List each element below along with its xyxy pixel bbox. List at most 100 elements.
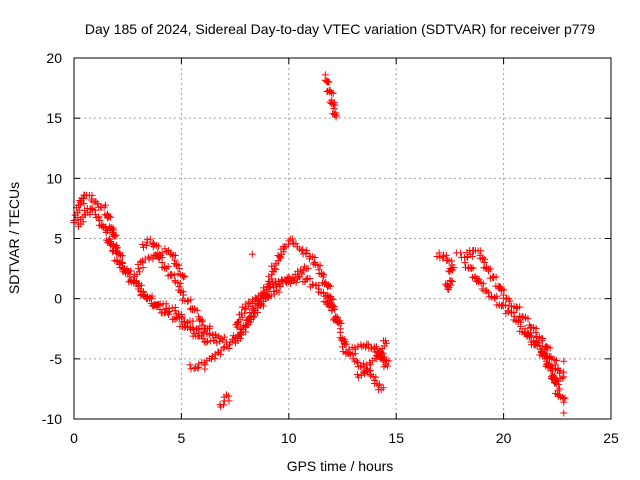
data-point bbox=[499, 301, 507, 309]
data-point bbox=[161, 264, 169, 272]
data-point bbox=[193, 306, 201, 314]
data-point bbox=[377, 348, 385, 356]
data-point bbox=[298, 270, 306, 278]
data-point bbox=[532, 340, 540, 348]
y-tick-labels: -10 -5 0 5 10 15 20 bbox=[42, 50, 62, 427]
data-point bbox=[236, 330, 244, 338]
data-point bbox=[170, 315, 178, 323]
data-point bbox=[225, 392, 233, 400]
data-point bbox=[332, 113, 340, 121]
data-point bbox=[284, 278, 292, 286]
data-point bbox=[552, 378, 560, 386]
data-point bbox=[329, 110, 337, 118]
data-point bbox=[329, 89, 337, 97]
data-point bbox=[87, 204, 95, 212]
data-point bbox=[109, 232, 117, 240]
data-point bbox=[517, 322, 525, 330]
data-point bbox=[543, 357, 551, 365]
data-point bbox=[560, 409, 568, 417]
data-point bbox=[195, 360, 203, 368]
data-point bbox=[286, 235, 294, 243]
data-point bbox=[483, 287, 491, 295]
data-point bbox=[375, 381, 383, 389]
grid-lines bbox=[74, 58, 611, 419]
data-point bbox=[199, 321, 207, 329]
data-point bbox=[327, 99, 335, 107]
data-point bbox=[373, 355, 381, 363]
data-point bbox=[161, 245, 169, 253]
data-point bbox=[241, 309, 249, 317]
y-tick-label: 15 bbox=[46, 110, 62, 126]
axis-ticks bbox=[73, 57, 612, 420]
data-point bbox=[105, 213, 113, 221]
y-tick-label: -10 bbox=[42, 411, 62, 427]
data-point bbox=[294, 267, 302, 275]
x-tick-label: 15 bbox=[388, 430, 404, 446]
data-point bbox=[195, 332, 203, 340]
y-tick-label: -5 bbox=[50, 351, 63, 367]
data-point bbox=[124, 270, 132, 278]
data-point bbox=[154, 242, 162, 250]
data-point bbox=[180, 291, 188, 299]
data-point bbox=[303, 247, 311, 255]
data-point bbox=[493, 292, 501, 300]
data-point bbox=[264, 293, 272, 301]
data-point bbox=[168, 272, 176, 280]
data-point bbox=[217, 335, 225, 343]
data-point bbox=[316, 262, 324, 270]
data-point bbox=[175, 283, 183, 291]
data-point bbox=[186, 324, 194, 332]
data-point bbox=[312, 281, 320, 289]
data-point bbox=[538, 342, 546, 350]
data-point bbox=[304, 265, 312, 273]
data-point bbox=[143, 236, 151, 244]
data-point bbox=[107, 213, 115, 221]
data-point bbox=[508, 309, 516, 317]
data-point bbox=[560, 395, 568, 403]
x-tick-labels: 0 5 10 15 20 25 bbox=[70, 430, 619, 446]
y-tick-label: 0 bbox=[54, 291, 62, 307]
data-point bbox=[186, 361, 194, 369]
data-point bbox=[244, 298, 252, 306]
data-point bbox=[302, 275, 310, 283]
data-point bbox=[299, 266, 307, 274]
data-point bbox=[147, 253, 155, 261]
data-point bbox=[319, 273, 327, 281]
data-point bbox=[561, 394, 569, 402]
data-point bbox=[304, 275, 312, 283]
data-point bbox=[330, 105, 338, 113]
data-point bbox=[198, 318, 206, 326]
data-point bbox=[461, 259, 469, 267]
data-point bbox=[439, 254, 447, 262]
data-point bbox=[164, 262, 172, 270]
data-point bbox=[467, 265, 475, 273]
data-point bbox=[212, 331, 220, 339]
data-point bbox=[324, 87, 332, 95]
data-point bbox=[164, 309, 172, 317]
data-point bbox=[142, 242, 150, 250]
data-point bbox=[351, 344, 359, 352]
data-point bbox=[435, 249, 443, 257]
data-point bbox=[345, 345, 353, 353]
data-point bbox=[181, 272, 189, 280]
data-point bbox=[363, 365, 371, 373]
data-point bbox=[158, 249, 166, 257]
data-point bbox=[360, 342, 368, 350]
data-point bbox=[342, 340, 350, 348]
data-point bbox=[543, 354, 551, 362]
data-point bbox=[385, 357, 393, 365]
data-point bbox=[165, 310, 173, 318]
data-point bbox=[479, 280, 487, 288]
data-point bbox=[326, 88, 334, 96]
data-point bbox=[477, 247, 485, 255]
data-point bbox=[213, 339, 221, 347]
data-point bbox=[560, 357, 568, 365]
data-point bbox=[94, 200, 102, 208]
data-point bbox=[331, 101, 339, 109]
data-point bbox=[290, 240, 298, 248]
x-tick-label: 10 bbox=[281, 430, 297, 446]
data-point bbox=[466, 250, 474, 258]
x-tick-label: 0 bbox=[70, 430, 78, 446]
